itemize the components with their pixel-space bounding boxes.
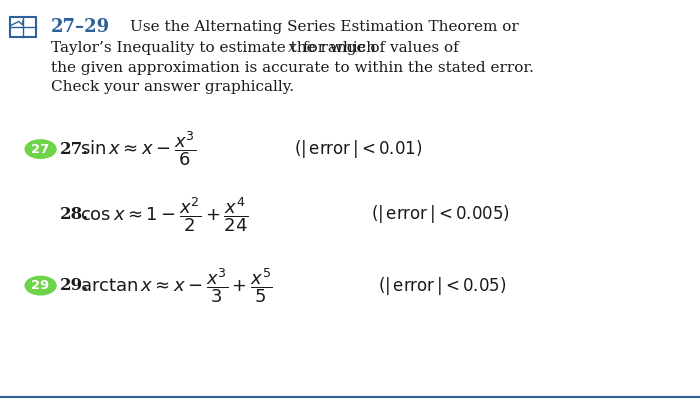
FancyBboxPatch shape [10,17,36,37]
Text: x: x [288,41,297,55]
Circle shape [25,140,56,158]
Text: 28.: 28. [60,206,89,223]
Text: $(|\,\mathrm{error}\,| < 0.05)$: $(|\,\mathrm{error}\,| < 0.05)$ [378,275,507,297]
Text: $\sin x \approx x - \dfrac{x^3}{6}$: $\sin x \approx x - \dfrac{x^3}{6}$ [80,130,197,168]
Text: 29: 29 [32,279,50,292]
Text: $(|\,\mathrm{error}\,| < 0.01)$: $(|\,\mathrm{error}\,| < 0.01)$ [294,138,423,160]
Text: Use the Alternating Series Estimation Theorem or: Use the Alternating Series Estimation Th… [130,20,518,34]
Text: the given approximation is accurate to within the stated error.: the given approximation is accurate to w… [51,61,534,75]
Text: 27: 27 [32,143,50,155]
Text: 29.: 29. [60,277,88,294]
Circle shape [25,276,56,295]
Text: for which: for which [298,41,376,55]
Text: $\arctan x \approx x - \dfrac{x^3}{3} + \dfrac{x^5}{5}$: $\arctan x \approx x - \dfrac{x^3}{3} + … [80,266,273,305]
Text: 27.: 27. [60,141,89,158]
Text: Taylor’s Inequality to estimate the range of values of: Taylor’s Inequality to estimate the rang… [51,41,463,55]
Text: Check your answer graphically.: Check your answer graphically. [51,80,294,94]
Text: $\cos x \approx 1 - \dfrac{x^2}{2} + \dfrac{x^4}{24}$: $\cos x \approx 1 - \dfrac{x^2}{2} + \df… [80,195,249,234]
Text: $(|\,\mathrm{error}\,| < 0.005)$: $(|\,\mathrm{error}\,| < 0.005)$ [371,203,510,225]
Text: 27–29: 27–29 [51,18,110,36]
